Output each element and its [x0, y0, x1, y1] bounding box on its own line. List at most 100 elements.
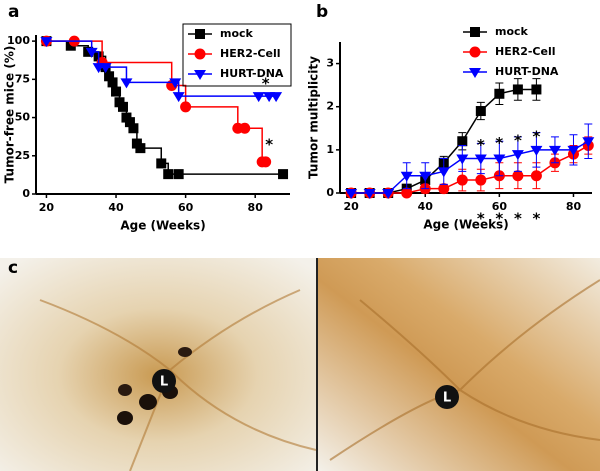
annotation: *: [532, 127, 540, 145]
marker: [120, 78, 133, 89]
x-tick-label: 20: [39, 201, 55, 214]
y-tick-label: 0: [22, 187, 30, 200]
marker: [260, 156, 272, 168]
marker: [270, 92, 283, 103]
y-tick-label: 2: [326, 100, 334, 113]
panel-label: b: [316, 2, 328, 22]
marker: [135, 143, 146, 154]
node: [117, 411, 133, 425]
legend-label: HER2-Cell: [220, 47, 280, 60]
y-tick-label: 0: [326, 186, 334, 199]
legend-marker: [195, 29, 205, 39]
marker: [156, 158, 167, 169]
x-axis-title: Age (Weeks): [423, 218, 508, 232]
marker: [475, 174, 487, 186]
x-tick-label: 60: [492, 200, 508, 213]
y-tick-label: 1: [326, 143, 334, 156]
legend-marker: [194, 70, 206, 80]
line-segment: [102, 61, 173, 86]
marker: [104, 71, 115, 82]
photo-panel: c L L: [0, 258, 600, 471]
annotation: *: [495, 134, 503, 152]
y-tick-label: 100: [7, 34, 30, 47]
lymph-node-label: L: [160, 375, 168, 390]
marker: [400, 171, 413, 182]
marker: [172, 92, 185, 103]
marker: [124, 117, 135, 128]
marker: [567, 145, 580, 156]
legend-box: [182, 23, 292, 87]
marker: [252, 92, 265, 103]
y-tick-label: 3: [326, 57, 334, 70]
marker: [128, 123, 139, 134]
x-tick-label: 80: [566, 200, 582, 213]
marker: [117, 101, 128, 112]
y-axis-title: Tumor multiplicity: [307, 56, 321, 179]
lymph-node: [152, 369, 176, 393]
marker: [474, 154, 487, 165]
marker: [65, 40, 76, 51]
line-segment: [140, 147, 163, 164]
marker: [512, 84, 523, 95]
x-tick-label: 40: [418, 200, 434, 213]
legend-label: mock: [220, 27, 254, 40]
legend-marker: [469, 46, 481, 58]
marker: [419, 171, 432, 182]
y-tick-label: 25: [15, 149, 30, 162]
marker: [40, 37, 53, 48]
marker: [180, 101, 192, 113]
marker: [512, 170, 524, 182]
marker: [345, 189, 358, 199]
photo-divider: [316, 258, 318, 471]
marker: [511, 150, 524, 161]
panel-label: c: [8, 258, 18, 278]
marker: [239, 122, 251, 134]
legend-label: HURT-DNA: [220, 67, 284, 80]
line-segment: [185, 106, 239, 129]
marker: [531, 84, 542, 95]
x-tick-label: 60: [178, 201, 194, 214]
marker: [456, 174, 468, 186]
legend-label: mock: [495, 25, 529, 38]
line-segment: [105, 66, 128, 83]
marker: [530, 145, 543, 156]
y-axis-title: Tumor-free mice (%): [3, 46, 17, 184]
annotation: *: [262, 74, 270, 92]
node: [139, 394, 157, 410]
legend-label: HURT-DNA: [495, 65, 559, 78]
x-axis-title: Age (Weeks): [120, 219, 205, 233]
annotation: *: [514, 132, 522, 150]
marker: [494, 88, 505, 99]
lymph-node-label: L: [443, 391, 451, 406]
ducts: [39, 289, 317, 471]
y-tick-label: 75: [15, 72, 30, 85]
marker: [173, 169, 184, 180]
annotation: *: [477, 136, 485, 154]
lymph-node: [435, 385, 459, 409]
marker: [85, 47, 98, 58]
annotation: *: [495, 209, 503, 227]
marker: [493, 154, 506, 165]
marker: [169, 78, 182, 89]
line-segment: [244, 127, 263, 162]
photo-right: [318, 258, 600, 471]
marker: [107, 77, 118, 88]
y-tick-label: 50: [15, 111, 31, 124]
marker: [530, 170, 542, 182]
x-tick-label: 20: [343, 200, 359, 213]
line-segment: [461, 110, 482, 142]
marker: [363, 189, 376, 199]
x-tick-label: 80: [248, 201, 264, 214]
marker: [278, 169, 289, 180]
legend-marker: [470, 27, 480, 37]
legend-marker: [194, 48, 206, 60]
marker: [438, 183, 450, 195]
marker: [401, 187, 413, 199]
annotation: *: [514, 209, 522, 227]
marker: [582, 137, 595, 148]
photo-left: [0, 258, 316, 471]
annotation: *: [477, 209, 485, 227]
marker: [456, 154, 469, 165]
marker: [111, 86, 122, 97]
